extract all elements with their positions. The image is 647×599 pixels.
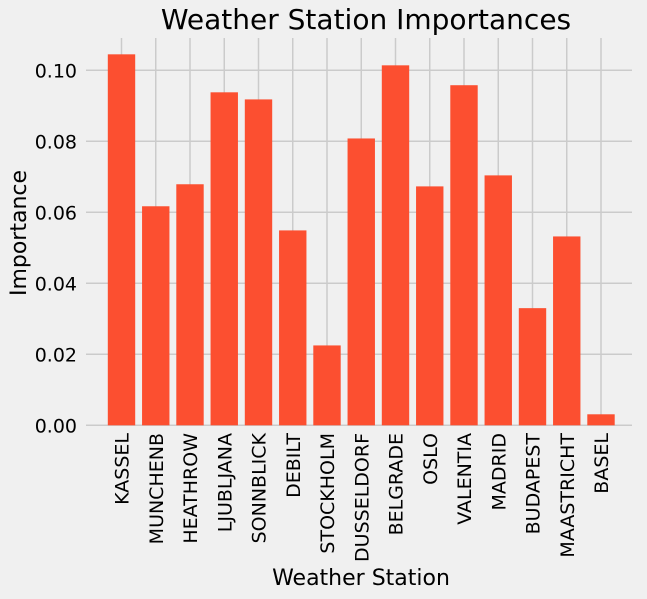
- bar-dusseldorf: [347, 138, 375, 426]
- x-tick-label: DUSSELDORF: [351, 433, 373, 562]
- x-tick-label: SONNBLICK: [249, 432, 271, 543]
- x-tick-label: BASEL: [591, 433, 613, 494]
- bar-munchenb: [142, 206, 170, 426]
- x-tick-label: HEATHROW: [180, 433, 202, 544]
- bar-basel: [587, 414, 615, 426]
- bar-ljubljana: [210, 92, 238, 426]
- y-tick-label: 0.04: [35, 273, 77, 295]
- x-tick-label: STOCKHOLM: [317, 433, 339, 554]
- bar-sonnblick: [244, 99, 273, 426]
- x-tick-label: VALENTIA: [454, 433, 476, 525]
- bar-maastricht: [553, 236, 581, 426]
- y-tick-label: 0.08: [35, 131, 77, 153]
- bar-stockholm: [313, 345, 341, 426]
- chart-title: Weather Station Importances: [161, 3, 571, 36]
- bar-oslo: [416, 186, 444, 426]
- bar-debilt: [279, 230, 307, 426]
- x-tick-label: LJUBLJANA: [214, 433, 236, 532]
- bar-belgrade: [381, 65, 410, 426]
- y-tick-label: 0.00: [35, 415, 77, 437]
- x-axis-label: Weather Station: [272, 566, 450, 591]
- x-tick-label: MUNCHENB: [146, 433, 168, 544]
- x-tick-label: MADRID: [488, 433, 510, 510]
- x-tick-label: DEBILT: [283, 433, 305, 498]
- y-tick-label: 0.02: [35, 344, 77, 366]
- x-tick-labels: KASSEL MUNCHENB HEATHROW LJUBLJANA SONNBLICK…: [112, 432, 614, 561]
- x-tick-label: BUDAPEST: [523, 433, 545, 535]
- bar-madrid: [484, 175, 512, 426]
- x-tick-label: KASSEL: [112, 433, 134, 505]
- bars: [107, 54, 615, 426]
- x-tick-label: OSLO: [420, 433, 442, 485]
- x-tick-label: BELGRADE: [386, 433, 408, 535]
- y-tick-label: 0.06: [35, 202, 77, 224]
- bar-budapest: [518, 308, 547, 426]
- y-tick-label: 0.10: [35, 60, 77, 82]
- bar-kassel: [107, 54, 136, 426]
- y-tick-labels: 0.00 0.02 0.04 0.06 0.08 0.10: [35, 60, 77, 437]
- y-axis-label: Importance: [7, 170, 32, 296]
- x-tick-label: MAASTRICHT: [557, 433, 579, 558]
- bar-valentia: [450, 85, 478, 426]
- bar-heathrow: [176, 184, 204, 426]
